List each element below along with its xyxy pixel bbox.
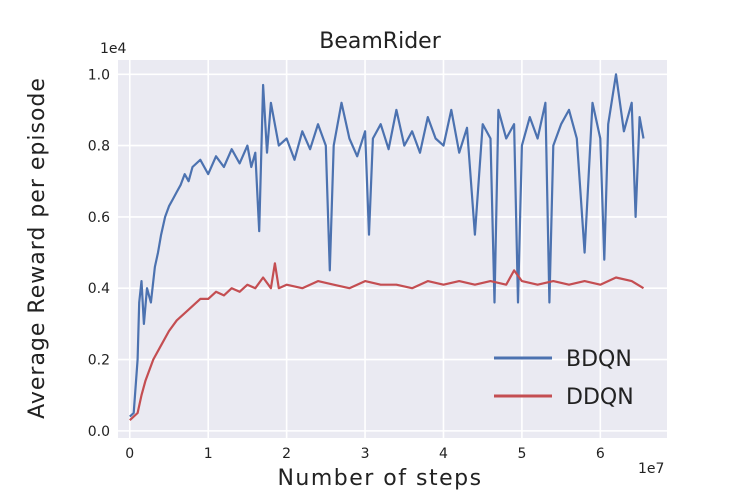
y-tick-label: 0.0: [88, 424, 110, 440]
legend-label-ddqn: DDQN: [566, 385, 634, 410]
legend-label-bdqn: BDQN: [566, 347, 632, 372]
x-multiplier: 1e7: [638, 461, 664, 477]
chart-title: BeamRider: [319, 29, 441, 54]
y-axis-label: Average Reward per episode: [25, 77, 50, 419]
x-tick-label: 5: [517, 446, 526, 462]
series-line-ddqn: [129, 262, 645, 422]
x-tick-label: 6: [596, 446, 605, 462]
y-tick-label: 0.4: [88, 281, 110, 297]
x-tick-label: 0: [125, 446, 134, 462]
y-tick-label: 0.6: [88, 210, 110, 226]
legend: BDQN DDQN: [494, 347, 634, 410]
x-tick-label: 4: [439, 446, 448, 462]
x-tick-labels: 0 1 2 3 4 5 6: [125, 446, 605, 462]
series-line-bdqn: [129, 73, 645, 418]
x-tick-label: 1: [204, 446, 213, 462]
y-tick-labels: 0.0 0.2 0.4 0.6 0.8 1.0: [88, 67, 110, 440]
series-lines: [129, 73, 645, 422]
y-multiplier: 1e4: [100, 41, 127, 57]
grid: [118, 60, 667, 438]
x-tick-label: 3: [361, 446, 370, 462]
y-tick-label: 0.8: [88, 139, 110, 155]
plot-area: [118, 60, 667, 438]
y-tick-label: 0.2: [88, 353, 110, 369]
y-tick-label: 1.0: [88, 67, 110, 83]
x-tick-label: 2: [282, 446, 291, 462]
x-axis-label: Number of steps: [277, 466, 482, 491]
